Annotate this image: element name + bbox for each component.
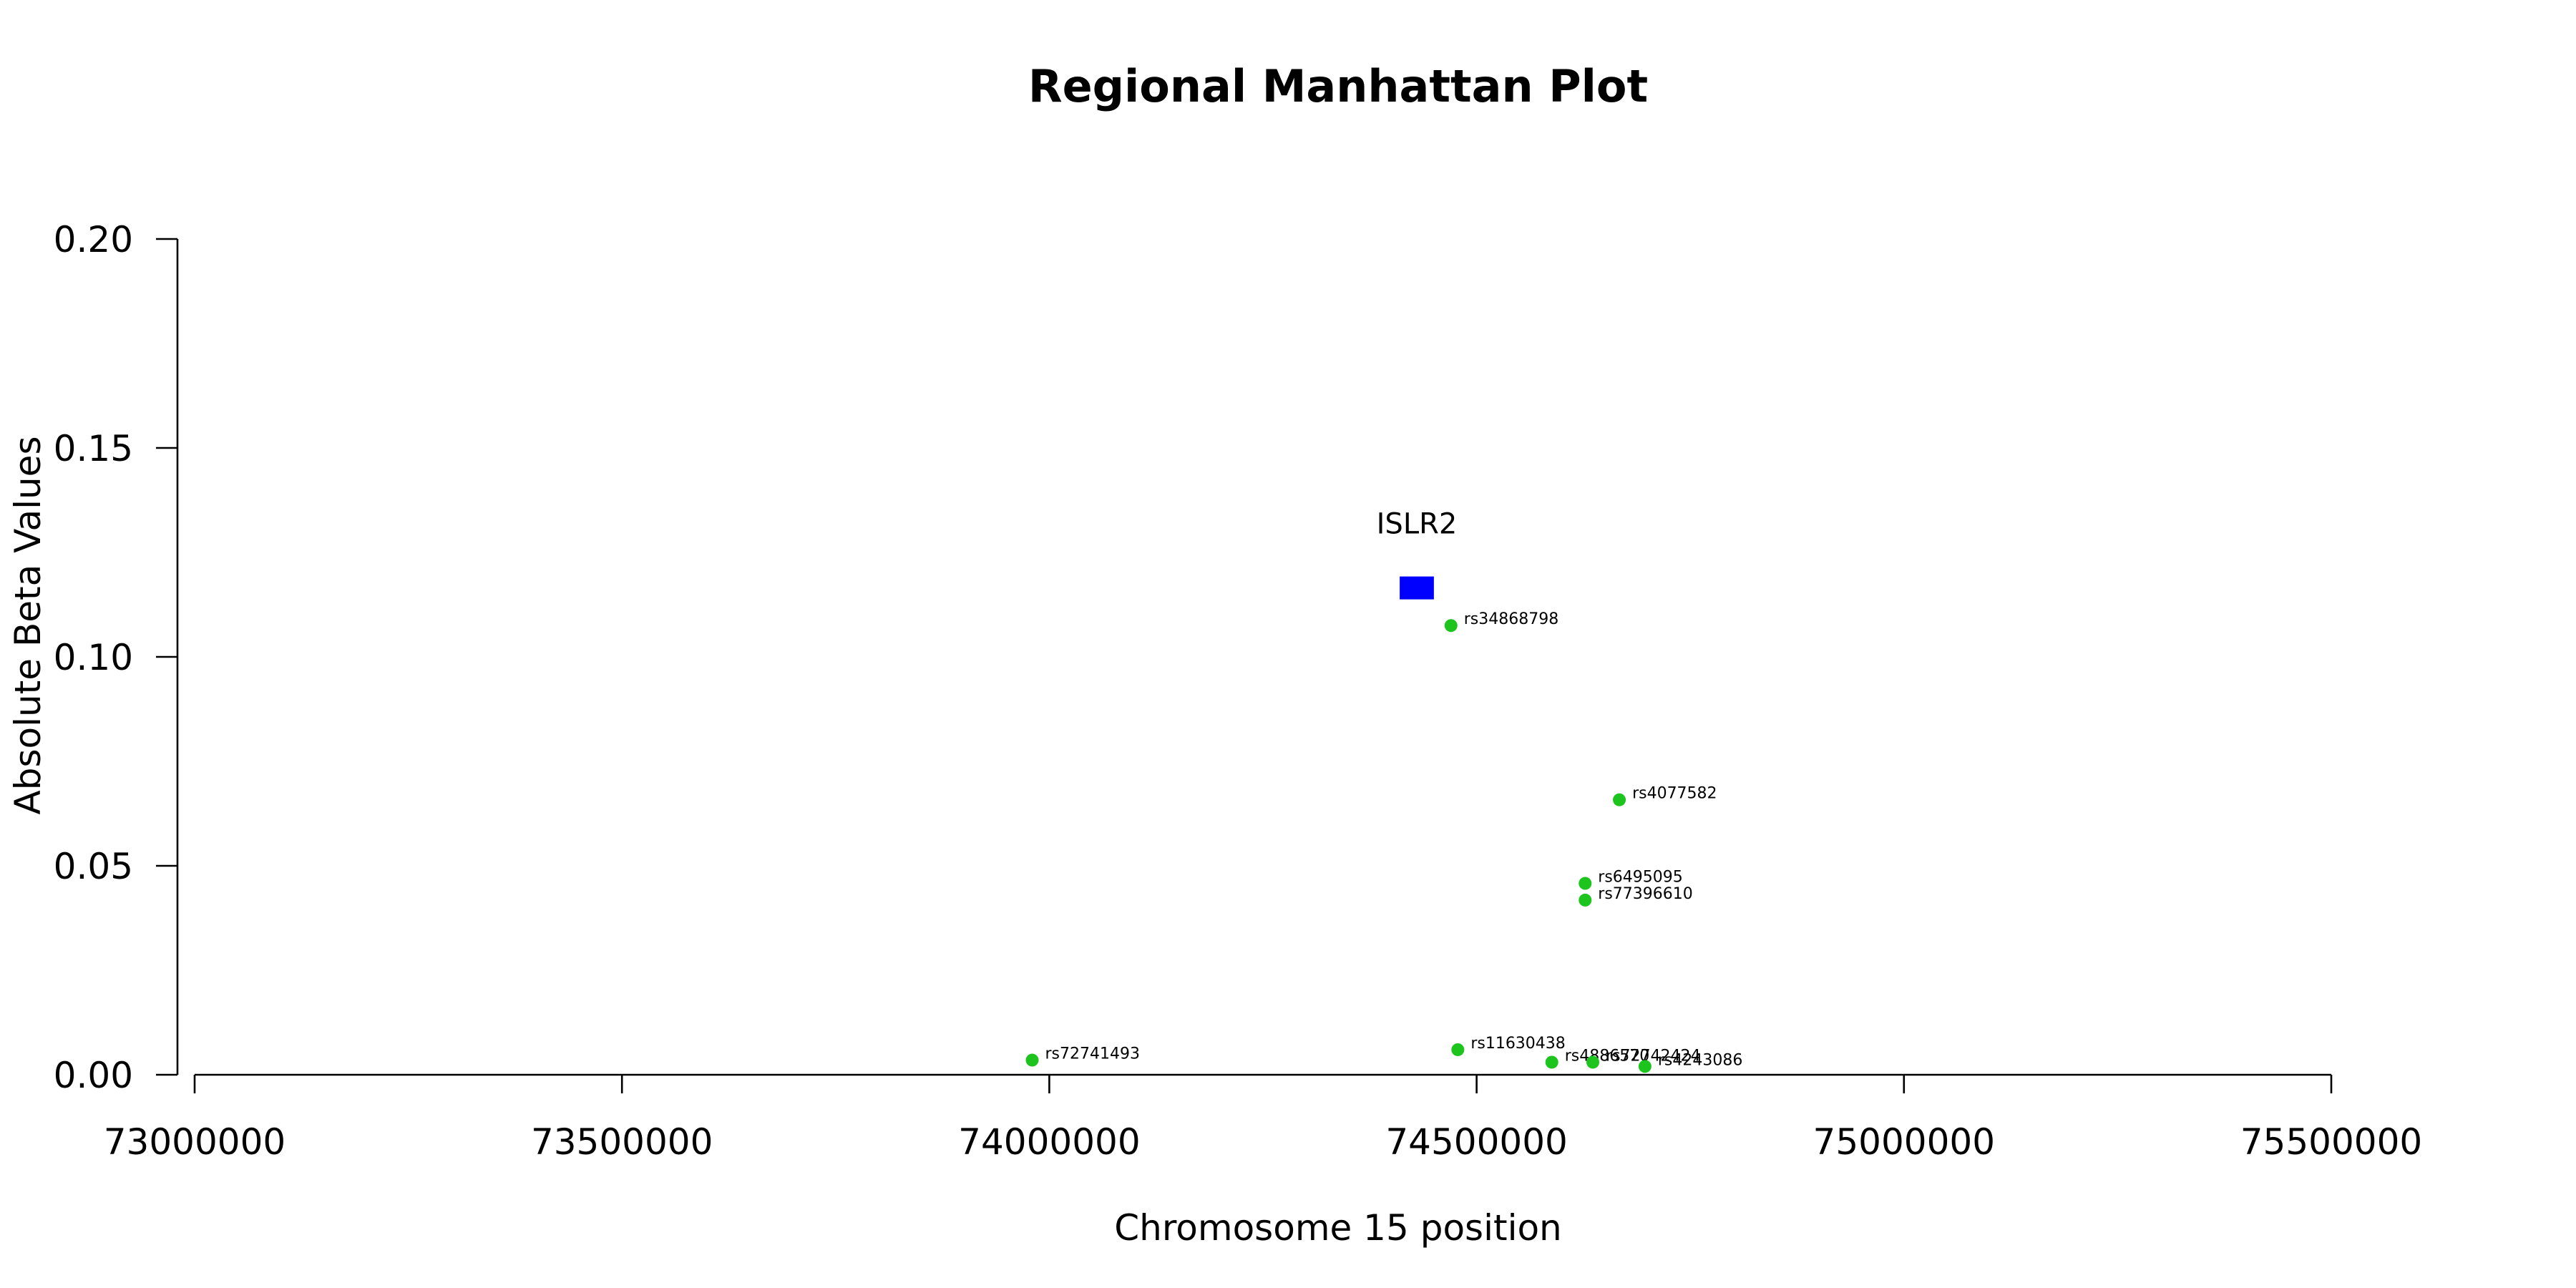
- snp-label: rs72741493: [1045, 1045, 1140, 1063]
- x-axis-ticks: 73000000 73500000 74000000 74500000 75000000…: [104, 1075, 2423, 1163]
- snp-point: [1579, 877, 1592, 890]
- snp-point: [1638, 1060, 1652, 1073]
- snp-label: rs11630438: [1470, 1035, 1565, 1053]
- snp-point: [1579, 893, 1592, 907]
- snp-points: rs72741493rs34868798rs11630438rs4886570r…: [1025, 610, 1743, 1073]
- snp-label: rs77396610: [1598, 885, 1692, 903]
- gene-track: ISLR2: [1377, 508, 1458, 600]
- snp-label: rs72742424: [1606, 1047, 1700, 1065]
- snp-label: rs4886570: [1565, 1047, 1650, 1065]
- y-tick-label: 0.15: [54, 428, 133, 469]
- y-axis-ticks: 0.00 0.05 0.10 0.15 0.20: [54, 219, 177, 1096]
- x-tick-label: 73000000: [104, 1121, 286, 1163]
- y-axis-label: Absolute Beta Values: [7, 436, 49, 815]
- snp-label: rs4243086: [1658, 1051, 1743, 1069]
- snp-point: [1025, 1053, 1039, 1067]
- snp-label: rs4077582: [1632, 785, 1717, 803]
- snp-point: [1613, 793, 1626, 806]
- snp-point: [1444, 619, 1458, 633]
- x-tick-label: 75500000: [2240, 1121, 2423, 1163]
- y-tick-label: 0.00: [54, 1055, 133, 1096]
- snp-label: rs6495095: [1598, 869, 1683, 887]
- y-tick-label: 0.20: [54, 219, 133, 260]
- chart-title: Regional Manhattan Plot: [1028, 60, 1648, 112]
- snp-label: rs34868798: [1464, 610, 1558, 628]
- x-tick-label: 74000000: [958, 1121, 1141, 1163]
- x-tick-label: 75000000: [1813, 1121, 1996, 1163]
- gene-bar: [1400, 576, 1434, 600]
- y-tick-label: 0.05: [54, 846, 133, 887]
- x-tick-label: 73500000: [531, 1121, 713, 1163]
- snp-point: [1586, 1055, 1600, 1069]
- x-tick-label: 74500000: [1385, 1121, 1568, 1163]
- gene-label: ISLR2: [1377, 508, 1458, 541]
- snp-point: [1451, 1043, 1465, 1056]
- y-tick-label: 0.10: [54, 637, 133, 678]
- x-axis-label: Chromosome 15 position: [1114, 1207, 1562, 1249]
- snp-point: [1545, 1055, 1558, 1069]
